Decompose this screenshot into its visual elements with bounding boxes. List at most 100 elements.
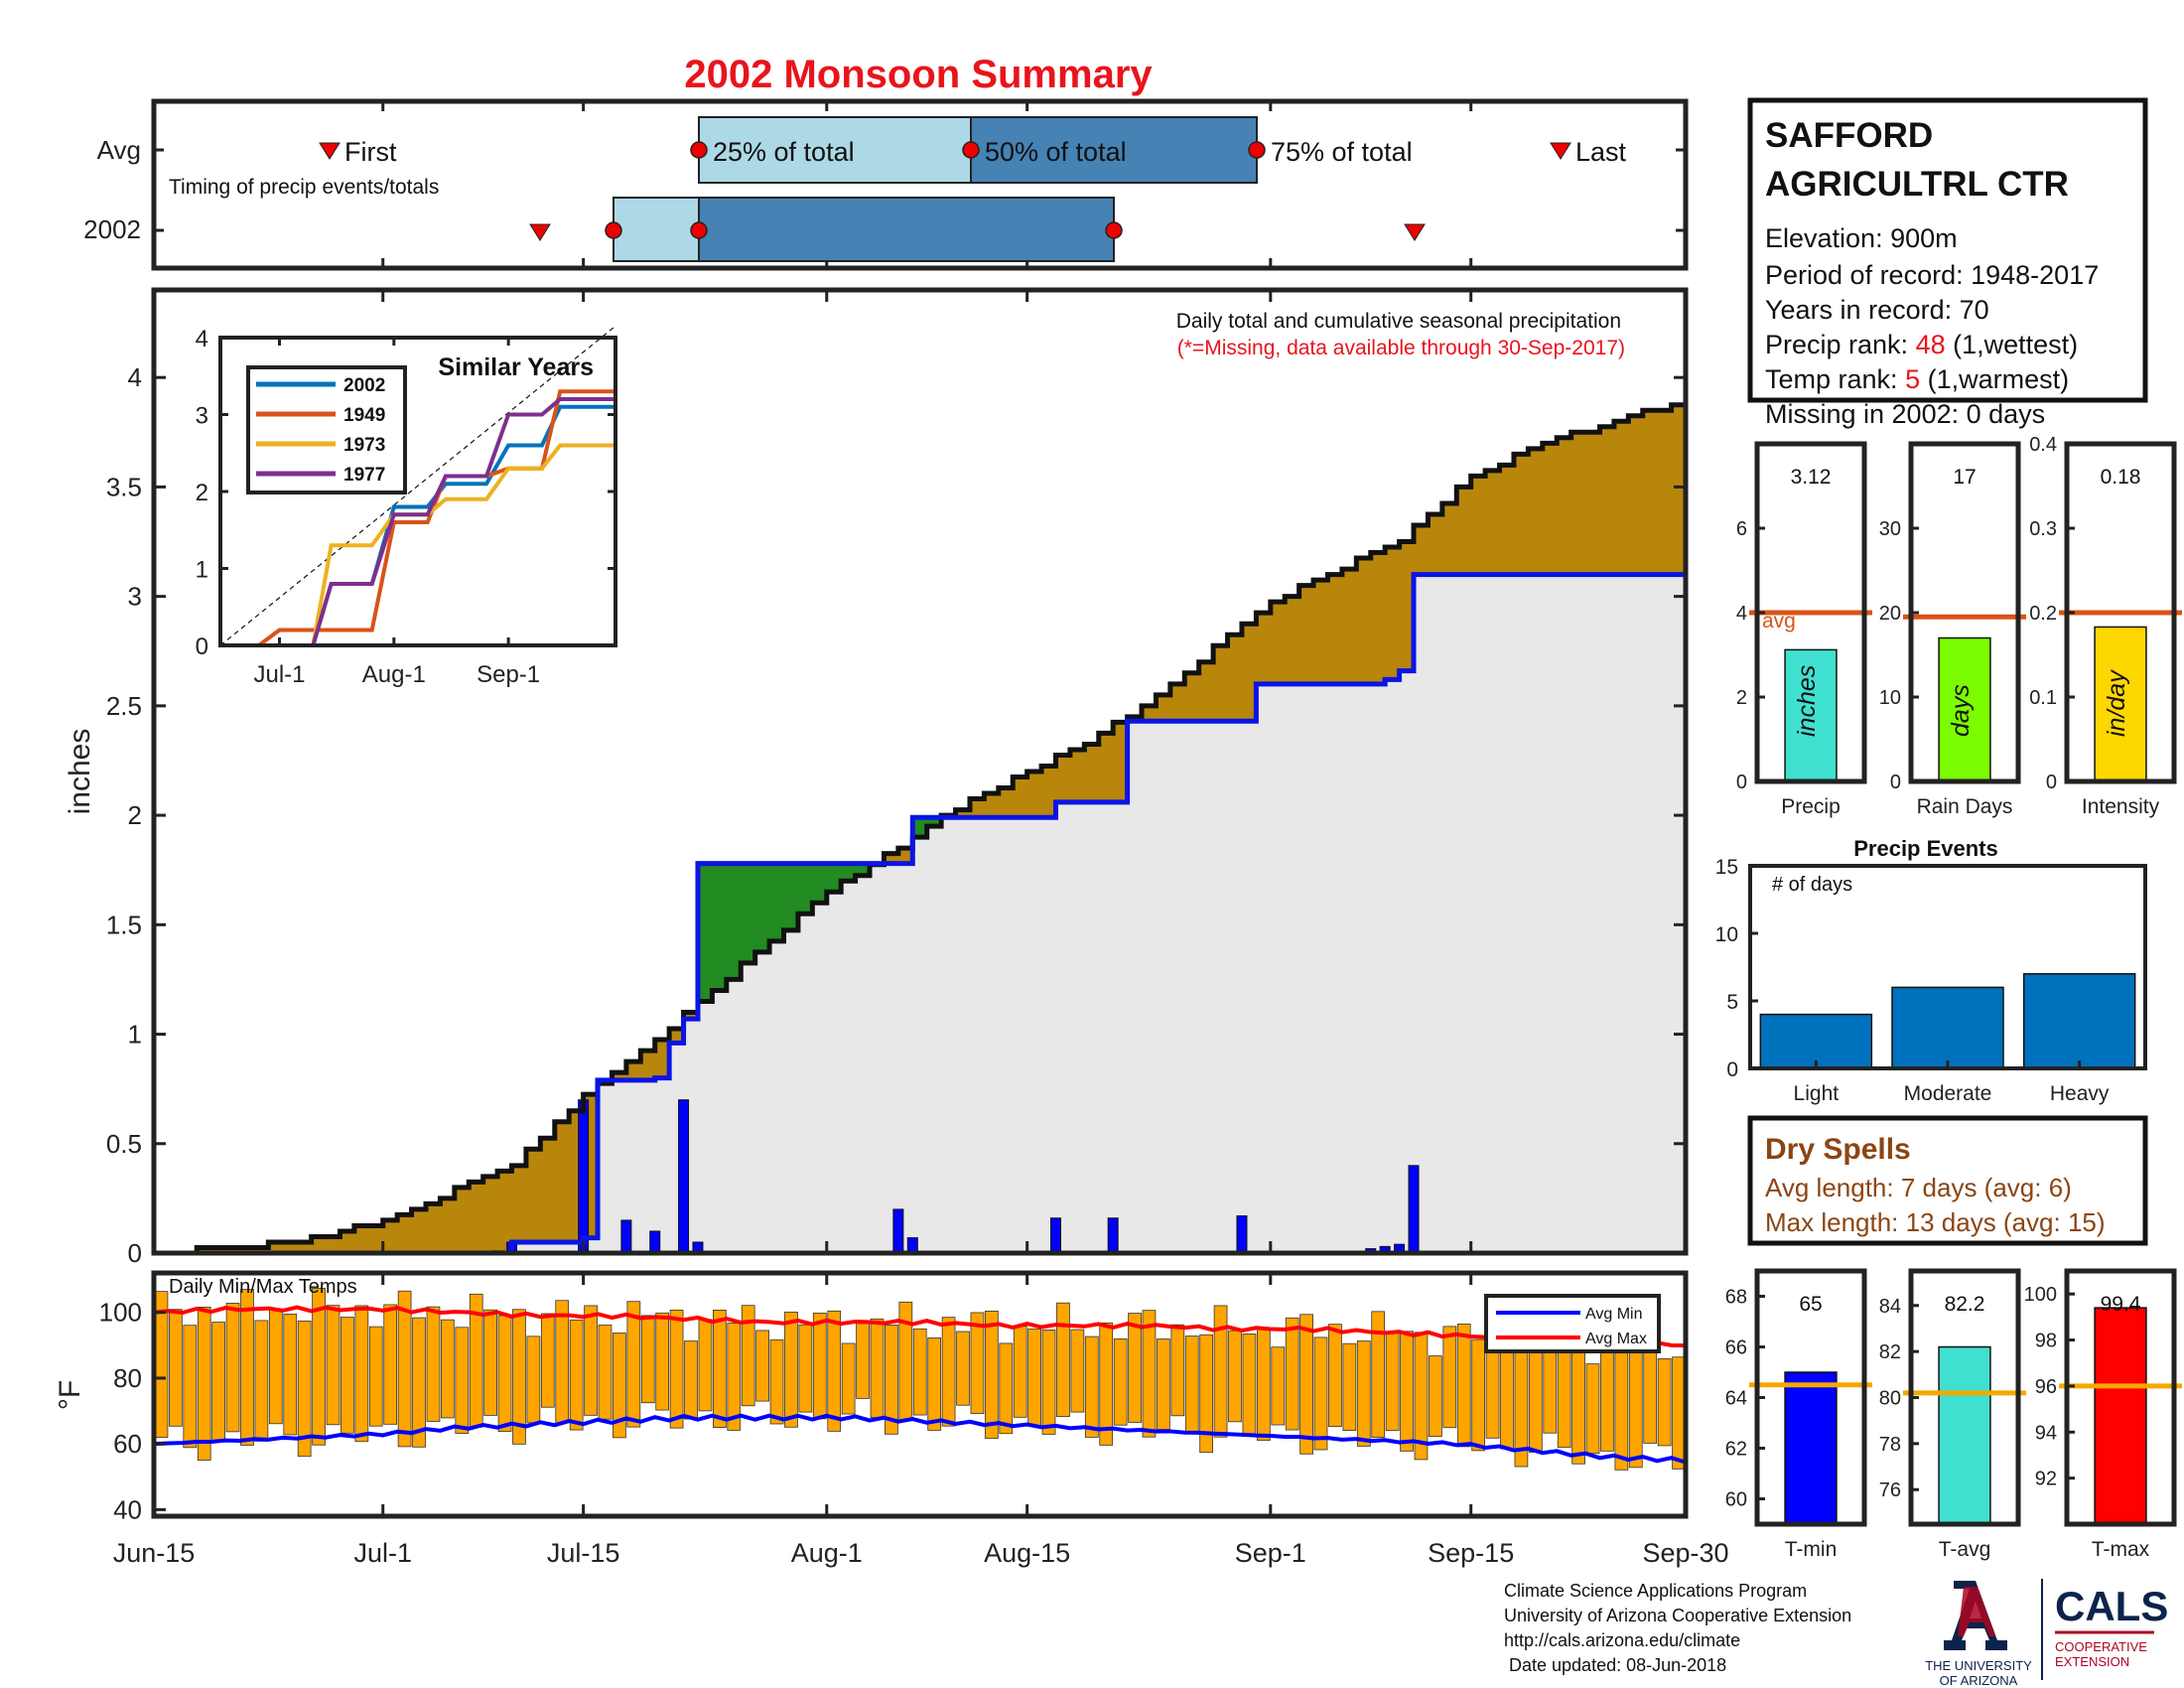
cumulative-base-fill (1041, 817, 1056, 1253)
dry-spells-title: Dry Spells (1765, 1133, 1911, 1166)
temp-ytick-label: 80 (113, 1363, 142, 1393)
cumulative-base-fill (841, 881, 857, 1253)
daily-temp-bar (297, 1320, 312, 1458)
temp-bars (154, 1287, 1686, 1471)
below-average-fill (1213, 645, 1229, 722)
cumulative-base-fill (1256, 683, 1272, 1253)
mini-panel-frame (2064, 1268, 2177, 1527)
dry-spells-avg: Avg length: 7 days (avg: 6) (1765, 1173, 2072, 1202)
precip-events-title: Precip Events (1853, 836, 1998, 861)
precip-y-label: inches (64, 729, 96, 815)
daily-temp-bar (1328, 1324, 1342, 1428)
inset-axes: 0 1 2 3 4 Jul-1 Aug-1 Sep-1 (196, 326, 615, 688)
daily-temp-bar (1228, 1330, 1242, 1423)
daily-temp-bar (1142, 1310, 1157, 1438)
mini-bar-t-min (1784, 1371, 1838, 1525)
above-average-fill (926, 817, 942, 827)
station-years: Years in record: 70 (1765, 295, 1989, 325)
university-of-arizona-logo: THE UNIVERSITY OF ARIZONA (1925, 1581, 2032, 1688)
below-average-fill (683, 1012, 699, 1020)
daily-temp-bar (755, 1330, 769, 1402)
daily-temp-bar (1657, 1357, 1672, 1447)
above-average-fill (769, 863, 785, 941)
mini-unit-label: days (1947, 684, 1975, 737)
cumulative-base-fill (1542, 574, 1558, 1253)
mini-axis-label: T-max (2092, 1538, 2150, 1561)
cals-logo: CALS COOPERATIVE EXTENSION (2055, 1583, 2168, 1669)
cumulative-base-fill (1069, 801, 1085, 1253)
below-average-fill (311, 1236, 327, 1253)
daily-temp-bar (1571, 1336, 1585, 1465)
inset-average-diagonal (219, 325, 616, 646)
precip-avg-label: avg (1762, 610, 1796, 633)
cals-logo-text: CALS (2055, 1583, 2168, 1629)
daily-temp-bar (941, 1317, 956, 1427)
below-average-fill (654, 1040, 670, 1078)
temp-ytick-label: 100 (99, 1298, 142, 1328)
below-average-fill (525, 1149, 541, 1242)
cumulative-base-fill (1599, 574, 1615, 1253)
mini-ytick-label: 60 (1725, 1489, 1747, 1511)
precip-ytick-label: 1 (128, 1020, 142, 1050)
below-average-fill (1613, 421, 1629, 575)
temp-legend (1484, 1294, 1661, 1353)
below-average-fill (1298, 585, 1314, 684)
below-average-fill (1456, 487, 1472, 575)
cumulative-base-fill (554, 1241, 570, 1253)
inset-ytick-label: 2 (196, 480, 208, 506)
precip-events-note: # of days (1772, 874, 1852, 896)
below-average-fill (1599, 426, 1615, 575)
event-category-label: Light (1794, 1082, 1840, 1105)
avg-max-line (153, 1305, 1687, 1348)
event-bar-light (1759, 1013, 1873, 1069)
precip-ytick-label: 0.5 (106, 1129, 142, 1159)
below-average-fill (1356, 558, 1372, 684)
avg-min-line (153, 1413, 1687, 1465)
below-average-fill (1013, 776, 1028, 818)
below-average-fill (669, 1029, 685, 1044)
below-average-fill (1370, 552, 1386, 684)
cumulative-base-fill (1485, 574, 1501, 1253)
cumulative-base-fill (1585, 574, 1600, 1253)
below-average-fill (368, 1225, 384, 1253)
cumulative-base-fill (1227, 721, 1243, 1253)
cumulative-base-fill (998, 817, 1014, 1253)
dry-spells-frame (1747, 1115, 2148, 1246)
cumulative-base-fill (1298, 683, 1314, 1253)
ua-logo-line2: OF ARIZONA (1940, 1673, 2018, 1688)
daily-temp-bar (526, 1336, 541, 1424)
below-average-fill (640, 1051, 656, 1080)
cumulative-base-fill (941, 817, 957, 1253)
below-average-fill (1557, 437, 1572, 575)
cumulative-base-fill (1470, 574, 1486, 1253)
below-average-fill (382, 1219, 398, 1253)
cals-sub2: EXTENSION (2055, 1654, 2129, 1669)
daily-temp-bar (1614, 1335, 1629, 1471)
daily-precip-bar (678, 1099, 690, 1254)
precip-ytick-label: 3 (128, 582, 142, 612)
inset-legend-label-1973: 1973 (343, 435, 385, 456)
daily-temp-bar (1271, 1346, 1286, 1426)
daily-temp-bar (1070, 1329, 1085, 1413)
daily-temp-bar (1013, 1326, 1027, 1418)
below-average-fill (1327, 574, 1343, 684)
cumulative-base-fill (1613, 574, 1629, 1253)
daily-temp-bar (684, 1340, 698, 1420)
daily-temp-bar (225, 1303, 240, 1433)
cumulative-base-fill (1414, 574, 1429, 1253)
year-p75-marker (1105, 221, 1123, 239)
above-average-fill (826, 863, 842, 893)
chart-title: 2002 Monsoon Summary (684, 53, 1153, 96)
daily-temp-bar (1299, 1314, 1313, 1455)
mini-ytick-label: 0 (1890, 772, 1901, 793)
temp-lines (153, 1305, 1687, 1465)
below-average-fill (469, 1182, 484, 1253)
daily-precip-bar (1408, 1165, 1420, 1254)
below-average-fill (225, 1247, 241, 1253)
daily-temp-bar (1628, 1342, 1643, 1469)
daily-temp-bar (956, 1331, 970, 1406)
below-average-fill (1642, 410, 1658, 575)
daily-temp-bar (1456, 1324, 1471, 1448)
below-average-fill (1142, 705, 1157, 722)
cumulative-base-fill (955, 817, 971, 1253)
